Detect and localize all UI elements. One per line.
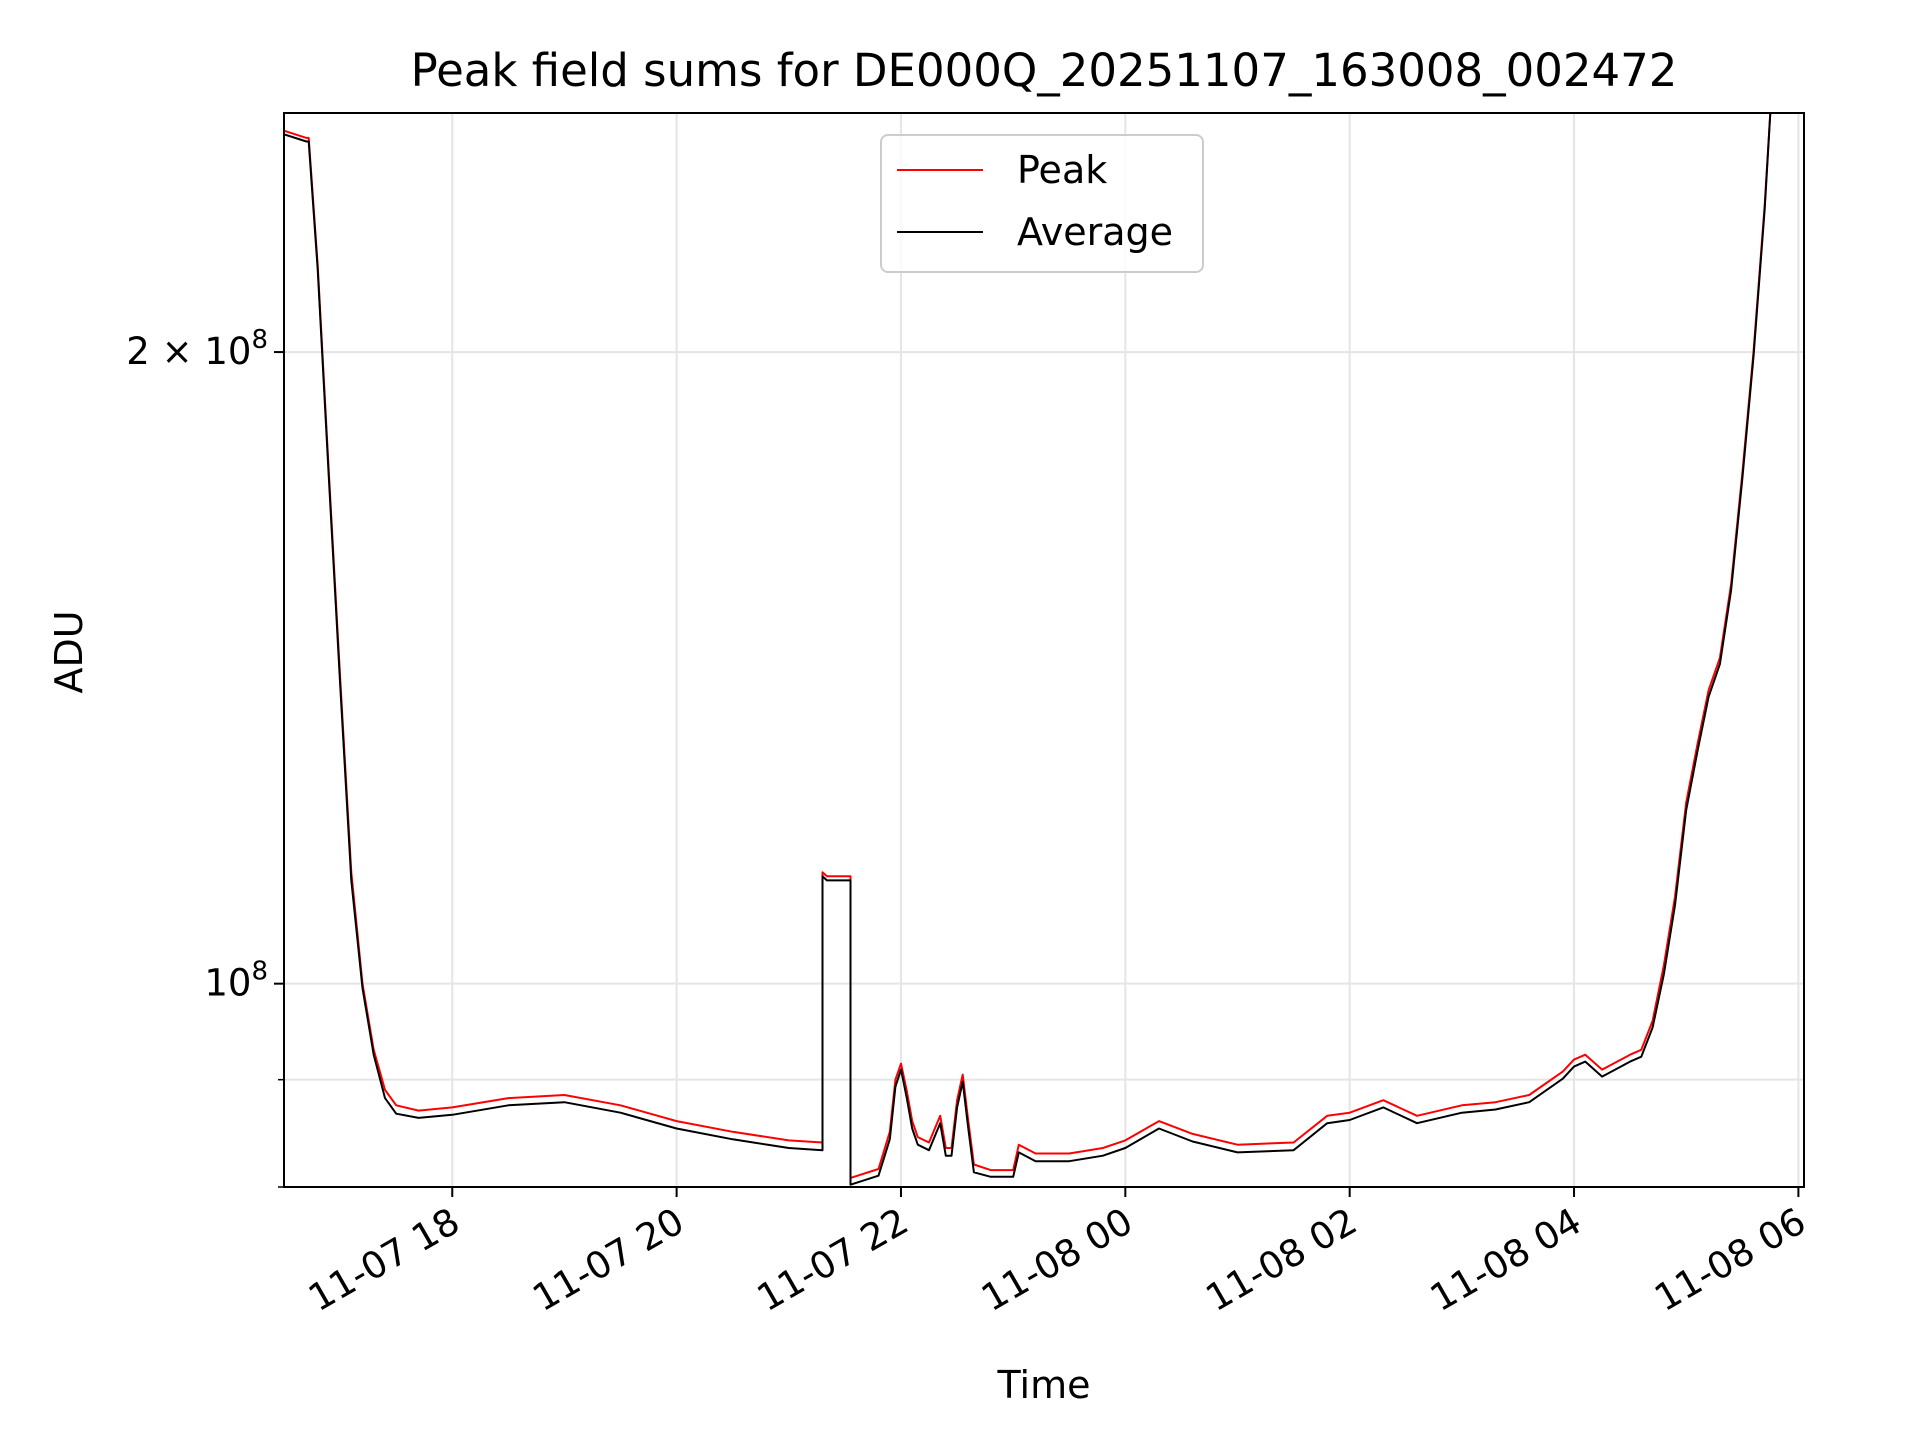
y-tick-label: 108: [204, 957, 268, 1005]
series-layer: [284, 113, 1772, 1186]
legend-peak-label: Peak: [1017, 148, 1107, 192]
y-axis-label: ADU: [47, 610, 91, 693]
plot-frame: [283, 112, 1805, 1188]
y-axis: 108 2 × 108: [126, 325, 284, 1188]
series-line-average: [284, 113, 1772, 1186]
legend-average-label: Average: [1017, 210, 1173, 254]
x-axis-label: Time: [997, 1363, 1091, 1407]
legend: Peak Average: [880, 134, 1204, 273]
chart-title: Peak field sums for DE000Q_20251107_1630…: [411, 44, 1678, 97]
y-tick-label: 2 × 108: [126, 325, 268, 373]
